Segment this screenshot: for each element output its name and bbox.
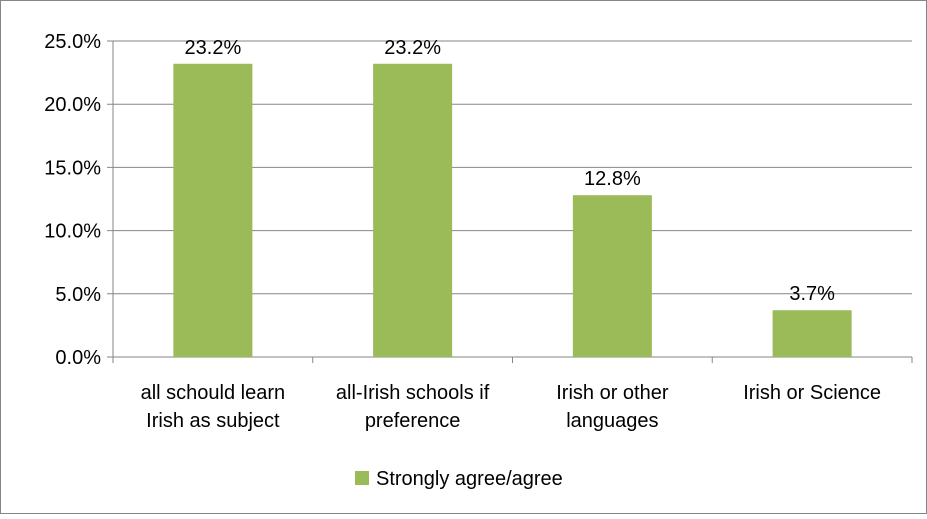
data-label: 23.2% bbox=[384, 37, 441, 59]
x-tick-label: all schould learn Irish as subject bbox=[141, 382, 286, 432]
x-tick-label: Irish or other languages bbox=[556, 382, 669, 432]
y-tick-label: 20.0% bbox=[44, 94, 101, 116]
y-tick-label: 0.0% bbox=[55, 347, 101, 369]
data-label: 12.8% bbox=[584, 168, 641, 190]
data-label: 23.2% bbox=[185, 37, 242, 59]
legend-label: Strongly agree/agree bbox=[376, 468, 563, 490]
x-tick-label: Irish or Science bbox=[743, 382, 881, 404]
data-labels: 23.2% 23.2% 12.8% 3.7% bbox=[185, 37, 836, 305]
bar bbox=[173, 63, 253, 357]
x-tick-label: all-Irish schools if preference bbox=[336, 382, 490, 432]
bar bbox=[373, 63, 453, 357]
bars bbox=[173, 63, 852, 357]
legend-swatch bbox=[355, 471, 369, 485]
data-label: 3.7% bbox=[789, 283, 835, 305]
y-tick-label: 15.0% bbox=[44, 157, 101, 179]
bar bbox=[772, 310, 852, 357]
bar bbox=[572, 195, 652, 357]
y-tick-label: 10.0% bbox=[44, 221, 101, 243]
legend: Strongly agree/agree bbox=[355, 468, 563, 490]
axes: 0.0% 5.0% 10.0% 15.0% 20.0% 25.0% all schould … bbox=[44, 31, 913, 432]
y-tick-label: 25.0% bbox=[44, 31, 101, 53]
y-tick-label: 5.0% bbox=[55, 284, 101, 306]
